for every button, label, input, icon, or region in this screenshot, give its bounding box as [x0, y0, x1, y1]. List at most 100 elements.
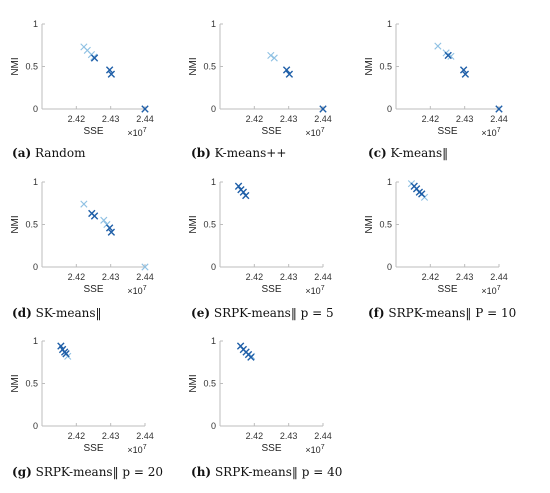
y-axis-label: NMI	[10, 57, 21, 75]
y-axis-label: NMI	[10, 215, 21, 233]
caption-a: (a) Random	[12, 146, 86, 160]
caption-b: (b) K-means++	[191, 146, 287, 160]
data-point-marker	[107, 70, 116, 78]
x-tick-label: 2.44	[314, 431, 332, 441]
x-tick-label: 2.42	[68, 431, 86, 441]
y-tick-label: 0	[211, 421, 216, 431]
x-tick-label: 2.42	[422, 114, 440, 124]
caption-f: (f) SRPK-means‖ P = 10	[368, 306, 517, 320]
y-tick-label: 1	[211, 19, 216, 29]
y-tick-label: 1	[211, 336, 216, 346]
scatter-panel: 0 0.5 1 2.42 2.43 2.44 SSE NMI ×107	[188, 336, 332, 455]
data-point-marker	[267, 51, 275, 60]
y-tick-label: 0	[33, 262, 38, 272]
x-tick-label: 2.44	[136, 114, 154, 124]
x-multiplier-label: ×107	[481, 127, 500, 138]
x-tick-label: 2.43	[102, 431, 120, 441]
y-axis-label: NMI	[364, 57, 375, 75]
data-point-marker	[239, 188, 248, 196]
x-tick-label: 2.43	[102, 272, 120, 282]
y-tick-label: 0.5	[25, 220, 38, 230]
caption-h: (h) SRPK-means‖ p = 40	[191, 465, 343, 479]
y-tick-label: 1	[33, 177, 38, 187]
y-tick-label: 1	[33, 19, 38, 29]
x-axis-label: SSE	[261, 443, 281, 454]
data-point-marker	[105, 66, 114, 74]
x-axis-label: SSE	[261, 284, 281, 295]
y-axis-label: NMI	[10, 374, 21, 392]
caption-g: (g) SRPK-means‖ p = 20	[12, 465, 164, 479]
data-point-marker	[285, 70, 294, 78]
y-tick-label: 1	[387, 177, 392, 187]
data-point-marker	[242, 191, 250, 200]
data-point-marker	[434, 42, 442, 50]
x-tick-label: 2.42	[422, 272, 440, 282]
x-tick-label: 2.42	[246, 272, 264, 282]
x-axis-label: SSE	[83, 126, 103, 137]
x-multiplier-label: ×107	[127, 285, 146, 296]
x-tick-label: 2.43	[102, 114, 120, 124]
y-tick-label: 0	[33, 104, 38, 114]
data-point-marker	[105, 224, 114, 232]
x-axis-label: SSE	[83, 443, 103, 454]
x-axis-label: SSE	[437, 126, 457, 137]
data-point-marker	[270, 54, 278, 62]
data-point-marker	[62, 350, 70, 358]
y-tick-label: 0	[211, 262, 216, 272]
x-tick-label: 2.44	[136, 272, 154, 282]
x-multiplier-label: ×107	[305, 444, 324, 455]
x-tick-label: 2.43	[280, 114, 298, 124]
scatter-panel: 0 0.5 1 2.42 2.43 2.44 SSE NMI ×107	[10, 19, 154, 138]
y-axis-label: NMI	[188, 57, 199, 75]
x-tick-label: 2.43	[456, 114, 474, 124]
y-tick-label: 0.5	[25, 379, 38, 389]
caption-c: (c) K-means‖	[368, 146, 449, 160]
scatter-panel: 0 0.5 1 2.42 2.43 2.44 SSE NMI ×107	[10, 336, 154, 455]
x-axis-label: SSE	[437, 284, 457, 295]
data-point-marker	[495, 105, 503, 113]
y-tick-label: 1	[33, 336, 38, 346]
data-point-marker	[100, 216, 108, 224]
x-tick-label: 2.42	[246, 431, 264, 441]
y-tick-label: 0	[387, 262, 392, 272]
x-tick-label: 2.43	[456, 272, 474, 282]
scatter-panel: 0 0.5 1 2.42 2.43 2.44 SSE NMI ×107	[364, 177, 508, 296]
data-point-marker	[80, 200, 88, 208]
y-axis-label: NMI	[188, 374, 199, 392]
data-point-marker	[90, 54, 99, 62]
data-point-marker	[141, 105, 149, 113]
y-tick-label: 0	[211, 104, 216, 114]
x-tick-label: 2.43	[280, 272, 298, 282]
x-tick-label: 2.44	[490, 114, 508, 124]
data-point-marker	[107, 228, 116, 236]
data-point-marker	[461, 70, 470, 78]
data-point-marker	[444, 51, 452, 60]
data-point-marker	[459, 66, 468, 74]
x-multiplier-label: ×107	[305, 127, 324, 138]
x-tick-label: 2.44	[314, 272, 332, 282]
x-tick-label: 2.44	[314, 114, 332, 124]
scatter-panel: 0 0.5 1 2.42 2.43 2.44 SSE NMI ×107	[364, 19, 508, 138]
y-tick-label: 0.5	[203, 379, 216, 389]
y-tick-label: 1	[387, 19, 392, 29]
y-tick-label: 0.5	[203, 62, 216, 72]
y-tick-label: 0.5	[379, 220, 392, 230]
data-point-marker	[319, 105, 327, 113]
x-tick-label: 2.43	[280, 431, 298, 441]
caption-e: (e) SRPK-means‖ p = 5	[191, 306, 334, 320]
x-tick-label: 2.44	[490, 272, 508, 282]
y-tick-label: 0.5	[379, 62, 392, 72]
y-tick-label: 0.5	[25, 62, 38, 72]
y-tick-label: 1	[211, 177, 216, 187]
y-axis-label: NMI	[188, 215, 199, 233]
x-tick-label: 2.42	[68, 272, 86, 282]
caption-d: (d) SK-means‖	[12, 306, 102, 320]
x-axis-label: SSE	[261, 126, 281, 137]
scatter-panel: 0 0.5 1 2.42 2.43 2.44 SSE NMI ×107	[10, 177, 154, 296]
data-point-marker	[247, 353, 255, 361]
data-point-marker	[141, 263, 149, 271]
data-point-marker	[90, 212, 99, 220]
x-multiplier-label: ×107	[127, 444, 146, 455]
y-tick-label: 0	[33, 421, 38, 431]
